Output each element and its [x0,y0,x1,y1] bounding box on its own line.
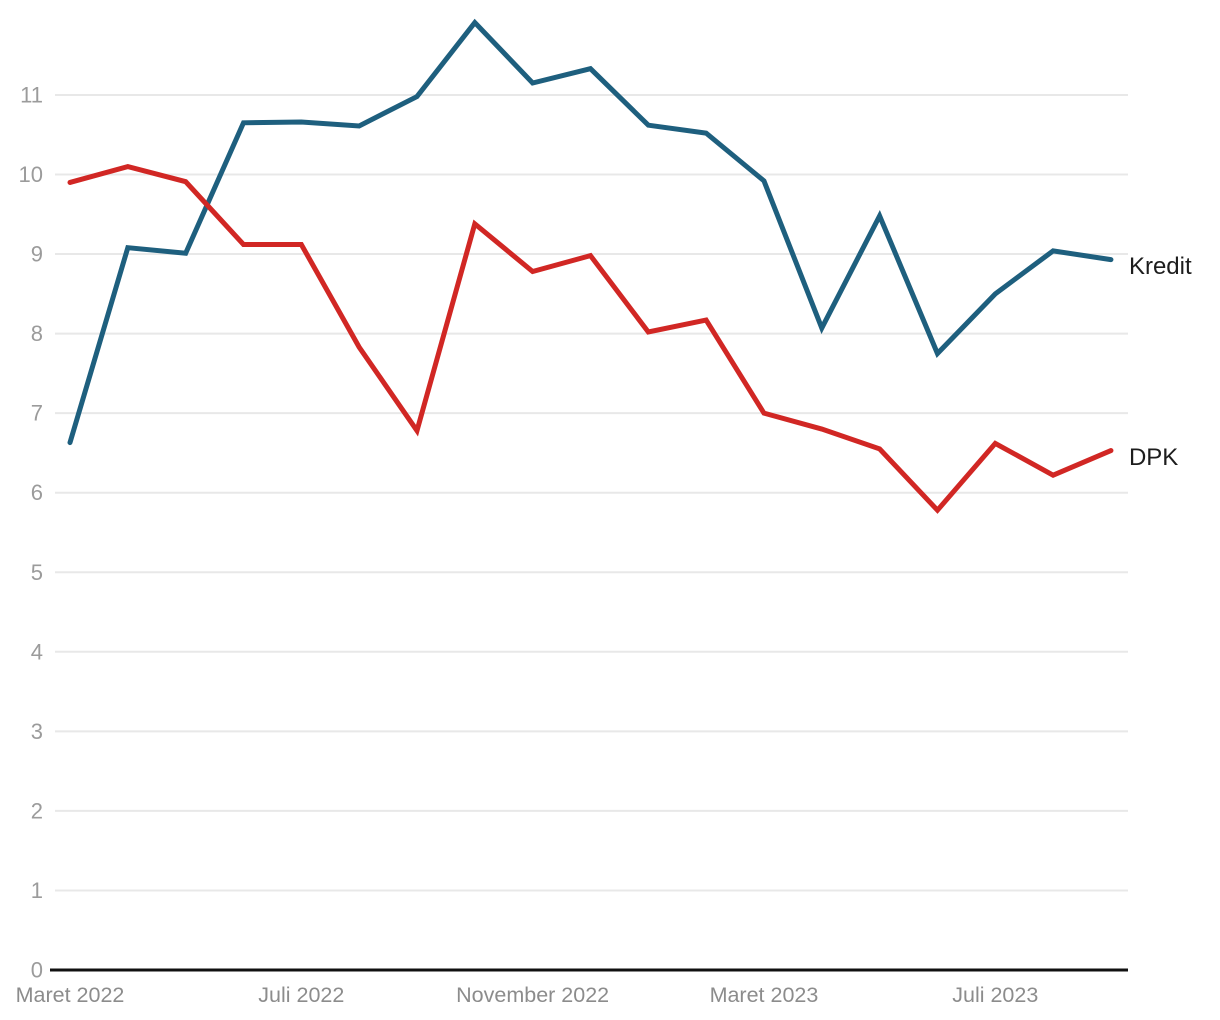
series-label-kredit: Kredit [1129,253,1192,280]
y-tick-label: 5 [31,560,43,585]
y-tick-label: 2 [31,798,43,823]
x-tick-label: November 2022 [456,983,609,1007]
y-tick-label: 7 [31,401,43,426]
y-tick-label: 6 [31,480,43,505]
y-tick-label: 0 [31,958,43,983]
x-tick-label: Maret 2022 [16,983,125,1007]
x-tick-label: Juli 2022 [258,983,344,1007]
y-tick-label: 11 [20,82,43,107]
y-tick-label: 3 [31,719,43,744]
series-line-kredit [67,18,1114,446]
y-tick-label: 10 [19,162,43,187]
y-tick-label: 1 [31,878,43,903]
x-tick-label: Juli 2023 [952,983,1038,1007]
y-tick-label: 8 [31,321,43,346]
x-tick-label: Maret 2023 [710,983,819,1007]
y-tick-label: 4 [31,639,43,664]
series-line-dpk [67,163,1114,514]
y-tick-label: 9 [31,242,43,267]
series-label-dpk: DPK [1129,444,1178,471]
